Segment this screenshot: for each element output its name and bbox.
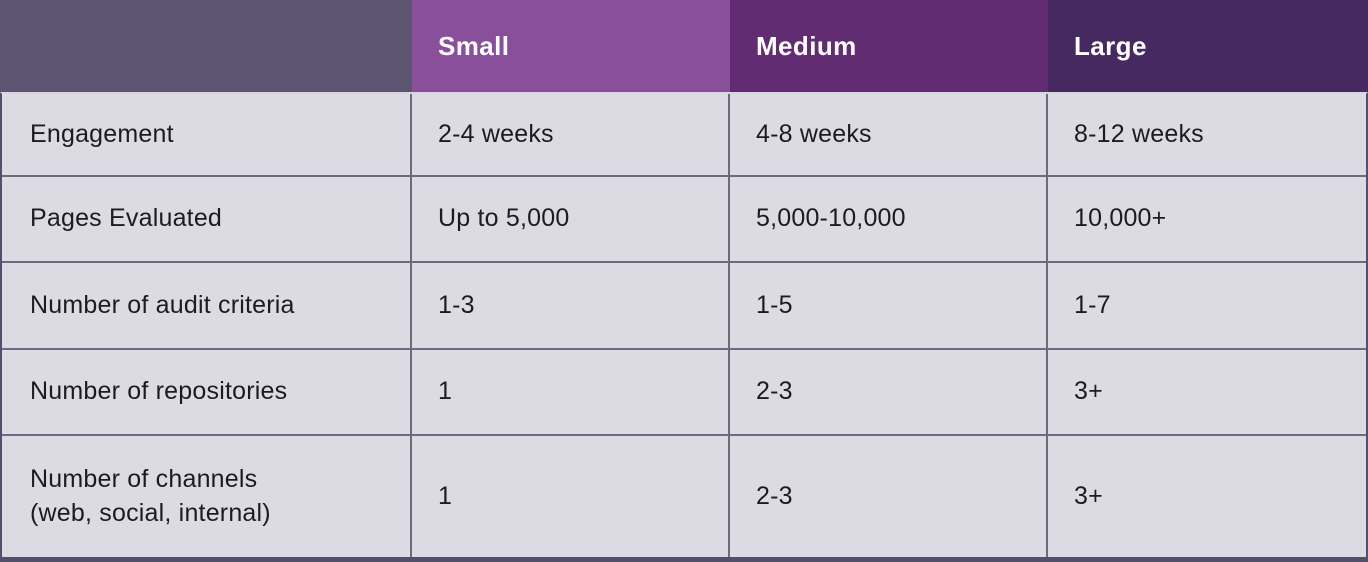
cell-value: 1-7 [1048,263,1366,348]
cell-value: 1 [412,436,728,557]
header-cell-large: Large [1048,0,1368,92]
row-label: Number of repositories [2,350,410,434]
cell-value: 5,000-10,000 [730,177,1046,261]
cell-value: 8-12 weeks [1048,94,1366,175]
table-header-row: Small Medium Large [0,0,1368,92]
header-cell-empty [0,0,412,92]
row-label: Engagement [2,94,410,175]
cell-value: 2-4 weeks [412,94,728,175]
cell-value: 3+ [1048,350,1366,434]
table-body: Engagement 2-4 weeks 4-8 weeks 8-12 weeks Pa… [0,92,1368,562]
cell-value: 3+ [1048,436,1366,557]
cell-value: 4-8 weeks [730,94,1046,175]
cell-value: 1 [412,350,728,434]
cell-value: 1-3 [412,263,728,348]
cell-value: 2-3 [730,436,1046,557]
row-label: Number of audit criteria [2,263,410,348]
header-cell-medium: Medium [730,0,1048,92]
cell-value: 10,000+ [1048,177,1366,261]
header-cell-small: Small [412,0,730,92]
cell-value: Up to 5,000 [412,177,728,261]
row-label: Number of channels (web, social, interna… [2,436,410,557]
cell-value: 2-3 [730,350,1046,434]
row-label: Pages Evaluated [2,177,410,261]
cell-value: 1-5 [730,263,1046,348]
